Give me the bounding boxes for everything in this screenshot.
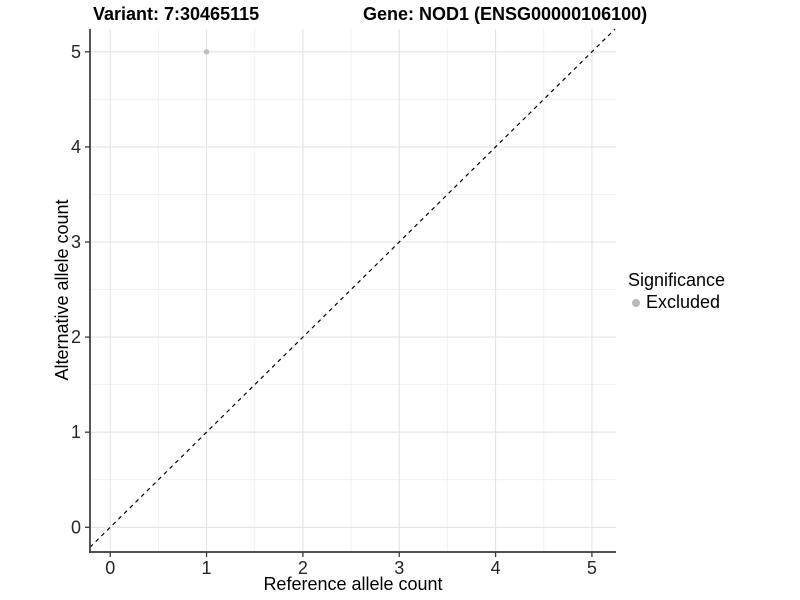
x-tick-label: 4 (491, 558, 501, 578)
y-tick-label: 4 (71, 137, 81, 157)
y-tick-label: 3 (71, 232, 81, 252)
x-tick-label: 3 (394, 558, 404, 578)
x-tick-label: 0 (105, 558, 115, 578)
data-point (203, 49, 210, 55)
y-tick-label: 0 (71, 517, 81, 537)
legend-entry-label: Excluded (646, 292, 721, 312)
legend-point-icon (632, 298, 640, 307)
identity-line (89, 28, 616, 548)
y-axis-title: Alternative allele count (52, 199, 72, 380)
plot-panel: 0 1 2 3 4 5 0 1 2 3 4 5 (71, 28, 616, 578)
gene-title: Gene: NOD1 (ENSG00000106100) (363, 4, 648, 24)
variant-title: Variant: 7:30465115 (93, 4, 260, 24)
y-tick-label: 1 (71, 422, 81, 442)
legend-entry-excluded: Excluded (628, 292, 725, 313)
legend: Significance Excluded (628, 270, 725, 313)
y-tick-label: 2 (71, 327, 81, 347)
x-tick-label: 2 (298, 558, 308, 578)
x-axis-title: Reference allele count (263, 574, 442, 594)
y-tick-label: 5 (71, 42, 81, 62)
x-tick-label: 1 (202, 558, 212, 578)
x-tick-label: 5 (587, 558, 597, 578)
legend-title: Significance (628, 270, 726, 290)
